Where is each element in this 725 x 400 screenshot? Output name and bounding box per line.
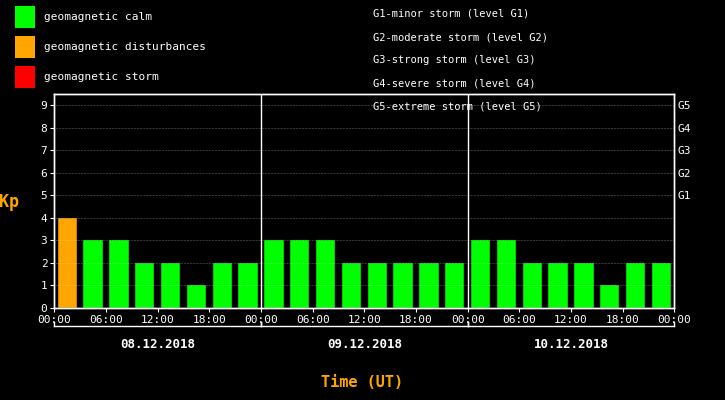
Bar — [652, 263, 671, 308]
Text: 10.12.2018: 10.12.2018 — [534, 338, 608, 351]
Text: geomagnetic storm: geomagnetic storm — [44, 72, 158, 82]
Bar — [497, 240, 516, 308]
Bar — [471, 240, 490, 308]
Bar — [574, 263, 594, 308]
Bar — [109, 240, 128, 308]
Text: geomagnetic calm: geomagnetic calm — [44, 12, 152, 22]
Text: G1-minor storm (level G1): G1-minor storm (level G1) — [373, 9, 530, 19]
Text: G3-strong storm (level G3): G3-strong storm (level G3) — [373, 55, 536, 65]
Bar — [419, 263, 439, 308]
Text: G2-moderate storm (level G2): G2-moderate storm (level G2) — [373, 32, 548, 42]
Bar — [290, 240, 310, 308]
Bar — [57, 218, 77, 308]
Bar — [239, 263, 258, 308]
Bar — [316, 240, 335, 308]
Bar — [394, 263, 413, 308]
Bar — [626, 263, 645, 308]
Bar — [83, 240, 103, 308]
Bar — [445, 263, 465, 308]
Text: 08.12.2018: 08.12.2018 — [120, 338, 195, 351]
Text: G5-extreme storm (level G5): G5-extreme storm (level G5) — [373, 102, 542, 112]
Text: G4-severe storm (level G4): G4-severe storm (level G4) — [373, 78, 536, 88]
Bar — [135, 263, 154, 308]
Text: 09.12.2018: 09.12.2018 — [327, 338, 402, 351]
Text: geomagnetic disturbances: geomagnetic disturbances — [44, 42, 205, 52]
Bar — [368, 263, 387, 308]
Bar — [161, 263, 181, 308]
Bar — [548, 263, 568, 308]
Bar — [212, 263, 232, 308]
Text: Kp: Kp — [0, 193, 19, 211]
Bar — [523, 263, 542, 308]
Text: Time (UT): Time (UT) — [321, 375, 404, 390]
Bar — [600, 286, 619, 308]
Bar — [187, 286, 206, 308]
Bar — [264, 240, 283, 308]
Bar — [341, 263, 361, 308]
